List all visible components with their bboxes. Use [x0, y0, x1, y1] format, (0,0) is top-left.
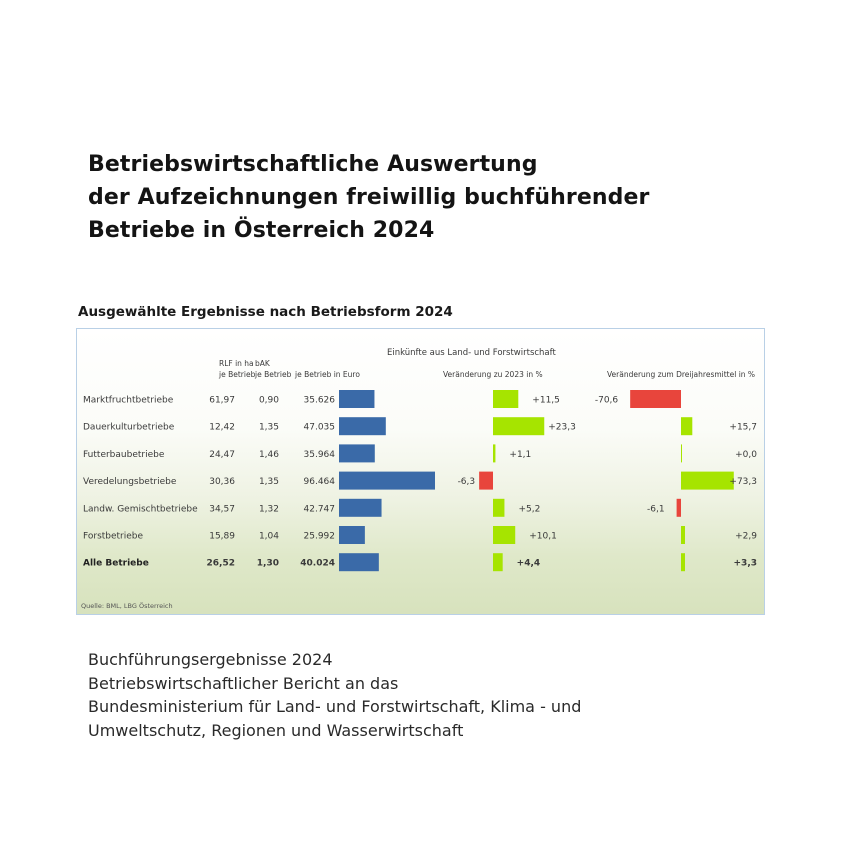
change-mean-bar — [681, 417, 693, 436]
title-line-1: Betriebswirtschaftliche Auswertung — [88, 152, 538, 177]
row-bak-value: 1,46 — [259, 450, 279, 460]
footer-line-1: Buchführungsergebnisse 2024 — [88, 650, 333, 669]
row-label: Alle Betriebe — [83, 559, 149, 569]
change-mean-bar — [681, 553, 685, 572]
row-rlf-value: 61,97 — [209, 396, 235, 406]
row-label: Futterbaubetriebe — [83, 450, 165, 460]
header-col1-line1: RLF in ha — [219, 359, 254, 368]
change-mean-bar — [681, 444, 682, 463]
change-2023-label: -6,3 — [458, 477, 476, 487]
change-2023-bar — [493, 526, 516, 544]
change-2023-bar — [493, 390, 519, 408]
footer-line-3: Bundesministerium für Land- und Forstwir… — [88, 697, 582, 716]
row-bak-value: 1,35 — [259, 477, 279, 487]
change-mean-label: +2,9 — [735, 532, 757, 542]
header-col2-line2: je Betrieb — [254, 370, 292, 379]
row-bak-value: 0,90 — [259, 396, 279, 406]
change-mean-label: +73,3 — [729, 477, 757, 487]
row-euro-value: 35.626 — [304, 396, 336, 406]
header-group: Einkünfte aus Land- und Forstwirtschaft — [387, 348, 556, 358]
row-euro-value: 42.747 — [304, 504, 336, 514]
row-rlf-value: 34,57 — [209, 504, 235, 514]
footer-line-4: Umweltschutz, Regionen und Wasserwirtsch… — [88, 720, 464, 740]
change-mean-label: +0,0 — [735, 450, 757, 460]
change-mean-label: -70,6 — [595, 396, 619, 406]
row-euro-value: 40.024 — [300, 559, 335, 569]
row-rlf-value: 12,42 — [209, 423, 235, 433]
source-note: Quelle: BML, LBG Österreich — [81, 601, 173, 610]
euro-bar — [339, 553, 379, 572]
change-mean-label: +3,3 — [734, 559, 757, 569]
row-label: Forstbetriebe — [83, 532, 144, 542]
title-line-3: Betriebe in Österreich 2024 — [88, 218, 435, 243]
change-2023-label: +5,2 — [518, 504, 540, 514]
change-2023-bar — [493, 417, 545, 436]
euro-bar — [339, 417, 386, 436]
results-chart: Einkünfte aus Land- und Forstwirtschaft R… — [81, 348, 757, 610]
header-bar2: Veränderung zum Dreijahresmittel in % — [607, 370, 755, 379]
change-2023-label: +11,5 — [532, 396, 560, 406]
change-2023-bar — [479, 471, 493, 490]
change-mean-label: +15,7 — [729, 423, 757, 433]
row-euro-value: 35.964 — [304, 450, 336, 460]
change-2023-label: +1,1 — [509, 450, 531, 460]
euro-bar — [339, 444, 375, 463]
row-bak-value: 1,04 — [259, 532, 279, 542]
row-euro-value: 25.992 — [304, 532, 336, 542]
report-title: Betriebswirtschaftliche Auswertung der A… — [88, 148, 768, 247]
euro-bar — [339, 526, 365, 544]
row-rlf-value: 15,89 — [209, 532, 235, 542]
footer-line-2: Betriebswirtschaftlicher Bericht an das — [88, 673, 399, 693]
row-euro-value: 96.464 — [304, 477, 336, 487]
change-mean-bar — [630, 390, 681, 408]
title-line-2: der Aufzeichnungen freiwillig buchführen… — [88, 185, 650, 210]
row-rlf-value: 30,36 — [209, 477, 235, 487]
euro-bar — [339, 498, 382, 517]
row-label: Dauerkulturbetriebe — [83, 423, 175, 433]
change-mean-bar — [681, 471, 734, 490]
header-col1-line2: je Betrieb — [218, 370, 256, 379]
row-bak-value: 1,35 — [259, 423, 279, 433]
row-rlf-value: 24,47 — [209, 450, 235, 460]
row-bak-value: 1,32 — [259, 504, 279, 514]
change-2023-label: +4,4 — [517, 559, 540, 569]
euro-bar — [339, 471, 435, 490]
change-2023-label: +10,1 — [529, 532, 557, 542]
row-rlf-value: 26,52 — [207, 559, 235, 569]
change-mean-bar — [681, 526, 685, 544]
change-2023-bar — [493, 553, 503, 572]
header-bar1: Veränderung zu 2023 in % — [443, 370, 543, 379]
row-bak-value: 1,30 — [257, 559, 279, 569]
chart-heading: Ausgewählte Ergebnisse nach Betriebsform… — [78, 304, 453, 320]
row-euro-value: 47.035 — [304, 423, 336, 433]
chart-panel: Einkünfte aus Land- und Forstwirtschaft R… — [76, 328, 765, 615]
change-mean-label: -6,1 — [647, 504, 665, 514]
change-2023-bar — [493, 444, 496, 463]
euro-bar — [339, 390, 375, 408]
change-mean-bar — [676, 498, 681, 517]
row-label: Landw. Gemischtbetriebe — [83, 504, 198, 514]
header-col3: je Betrieb in Euro — [294, 370, 360, 379]
row-label: Marktfruchtbetriebe — [83, 396, 174, 406]
change-2023-bar — [493, 498, 505, 517]
header-col2-line1: bAK — [255, 359, 271, 368]
change-2023-label: +23,3 — [548, 423, 576, 433]
footer-text: Buchführungsergebnisse 2024 Betriebswirt… — [88, 648, 768, 742]
row-label: Veredelungsbetriebe — [83, 477, 177, 487]
